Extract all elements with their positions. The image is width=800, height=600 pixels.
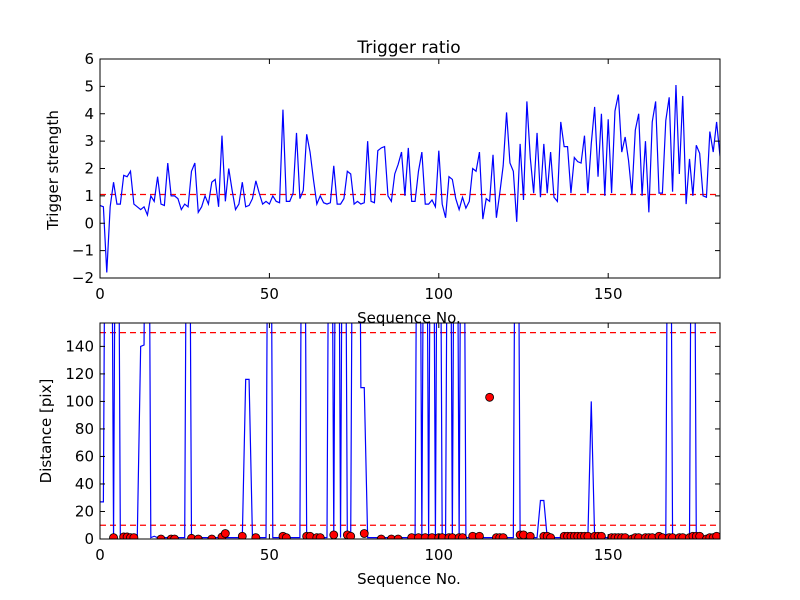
bottom-chart-marker-point bbox=[546, 533, 555, 539]
bottom-chart-ytick-label: 20 bbox=[75, 502, 94, 520]
bottom-chart-marker-point bbox=[346, 531, 356, 539]
bottom-chart-ytick-label: 120 bbox=[65, 365, 94, 383]
top-chart-ylabel: Trigger strength bbox=[44, 110, 62, 231]
bottom-chart-marker-point bbox=[386, 534, 396, 539]
top-chart-title: Trigger ratio bbox=[356, 38, 460, 58]
top-chart-xtick-label: 150 bbox=[594, 285, 623, 303]
bottom-chart: 0 50 100 150 0 20 40 60 80 100 120 140 Sequence No.… bbox=[37, 322, 721, 588]
top-chart-ytick-label: −1 bbox=[72, 242, 94, 260]
top-chart-ticks: 0 50 100 150 −2 −1 0 1 2 3 4 5 6 bbox=[72, 50, 720, 303]
top-chart-ytick-label: 4 bbox=[84, 105, 94, 123]
top-chart-xtick-label: 0 bbox=[95, 285, 105, 303]
top-chart-ytick-label: 1 bbox=[84, 187, 94, 205]
bottom-chart-marker-point bbox=[329, 530, 339, 539]
bottom-chart-marker-point bbox=[129, 533, 139, 539]
bottom-chart-ytick-label: 100 bbox=[65, 392, 94, 410]
bottom-chart-xtick-label: 50 bbox=[260, 546, 279, 564]
bottom-chart-marker-point bbox=[393, 534, 403, 539]
top-chart-series-line bbox=[100, 84, 720, 273]
bottom-chart-ytick-label: 60 bbox=[75, 447, 94, 465]
bottom-chart-marker-point bbox=[475, 531, 484, 539]
top-chart-ytick-label: 0 bbox=[84, 214, 94, 232]
bottom-chart-xtick-label: 150 bbox=[594, 546, 623, 564]
bottom-chart-ytick-label: 0 bbox=[84, 530, 94, 548]
bottom-chart-marker-point bbox=[156, 534, 166, 539]
bottom-chart-xtick-label: 0 bbox=[95, 546, 105, 564]
top-chart-plot-area bbox=[100, 84, 720, 273]
bottom-chart-ticks: 0 50 100 150 0 20 40 60 80 100 120 140 bbox=[65, 323, 720, 564]
top-chart-ytick-label: 6 bbox=[84, 50, 94, 68]
bottom-chart-marker-point bbox=[315, 533, 325, 539]
bottom-chart-marker-point bbox=[498, 533, 508, 539]
bottom-chart-marker-point bbox=[220, 529, 230, 538]
bottom-chart-ytick-label: 40 bbox=[75, 475, 94, 493]
top-chart-ytick-label: −2 bbox=[72, 269, 94, 287]
bottom-chart-marker-point bbox=[376, 534, 386, 539]
bottom-chart-xlabel: Sequence No. bbox=[357, 570, 461, 588]
bottom-chart-marker-point bbox=[237, 531, 247, 539]
bottom-chart-marker-point bbox=[359, 529, 369, 538]
top-chart-xtick-label: 100 bbox=[424, 285, 453, 303]
bottom-chart-marker-point bbox=[525, 531, 535, 539]
bottom-chart-frame bbox=[99, 322, 721, 540]
bottom-chart-marker-point bbox=[712, 531, 720, 539]
bottom-chart-marker-point bbox=[207, 534, 217, 539]
bottom-chart-marker-point bbox=[485, 392, 495, 402]
bottom-chart-plot-area bbox=[100, 323, 720, 539]
top-chart-xlabel: Sequence No. bbox=[357, 309, 461, 327]
bottom-chart-marker-point bbox=[193, 534, 203, 539]
bottom-chart-marker-point bbox=[251, 533, 261, 539]
bottom-chart-xtick-label: 100 bbox=[424, 546, 453, 564]
bottom-chart-marker-point bbox=[597, 531, 606, 539]
bottom-chart-marker-point bbox=[458, 533, 467, 539]
bottom-chart-marker-point bbox=[109, 533, 118, 539]
bottom-chart-ylabel: Distance [pix] bbox=[37, 379, 55, 484]
bottom-chart-marker-point bbox=[170, 534, 179, 539]
top-chart-ytick-label: 2 bbox=[84, 160, 94, 178]
top-chart-ytick-label: 3 bbox=[84, 132, 94, 150]
bottom-chart-marker-point bbox=[281, 533, 291, 539]
top-chart-ytick-label: 5 bbox=[84, 77, 94, 95]
top-chart-xtick-label: 50 bbox=[260, 285, 279, 303]
bottom-chart-ytick-label: 140 bbox=[65, 337, 94, 355]
bottom-chart-ytick-label: 80 bbox=[75, 420, 94, 438]
